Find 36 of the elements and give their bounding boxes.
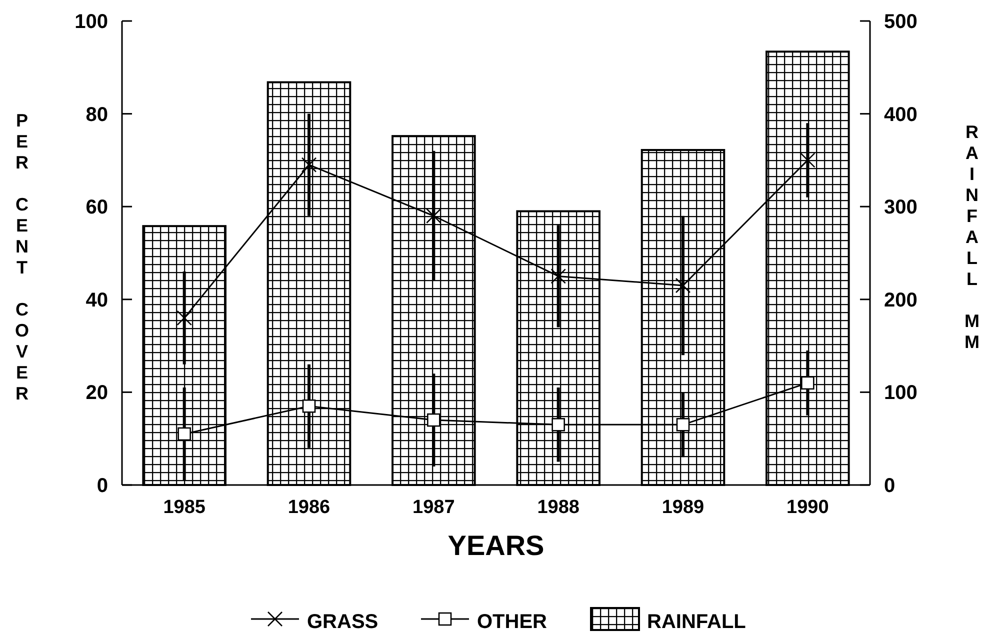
- point: [552, 418, 565, 432]
- x-tick-label: 1986: [288, 497, 330, 518]
- y2-tick-label: 500: [884, 11, 918, 33]
- point: [801, 376, 814, 390]
- x-tick-label: 1987: [412, 497, 455, 518]
- x-tick-label: 1989: [662, 497, 704, 518]
- legend-label: OTHER: [477, 611, 548, 633]
- x-tick-label: 1985: [163, 497, 206, 518]
- point: [176, 310, 192, 326]
- y2-tick-label: 100: [884, 382, 918, 404]
- point: [550, 268, 566, 284]
- y-tick-label: 60: [86, 196, 108, 219]
- point: [675, 278, 691, 294]
- point: [676, 418, 690, 432]
- y-tick-label: 80: [86, 104, 108, 126]
- y-tick-label: 40: [86, 289, 108, 312]
- x-tick-label: 1988: [537, 497, 580, 518]
- y2-tick-label: 200: [884, 289, 918, 312]
- y2-tick-label: 0: [884, 475, 896, 497]
- y-tick-label: 20: [86, 382, 108, 404]
- text: RAINFALL MM: [964, 122, 980, 352]
- x-axis-title: YEARS: [448, 530, 544, 561]
- y-tick-label: 100: [74, 11, 108, 33]
- y2-tick-label: 400: [884, 104, 918, 126]
- point: [800, 152, 816, 168]
- point: [178, 427, 191, 441]
- x-tick-label: 1990: [786, 497, 829, 518]
- point: [426, 208, 442, 224]
- legend-label: GRASS: [307, 611, 378, 633]
- legend-label: RAINFALL: [647, 611, 746, 633]
- y-tick-label: 0: [96, 475, 108, 497]
- point: [301, 157, 317, 172]
- point: [302, 399, 316, 413]
- point: [427, 413, 440, 427]
- text: PER CENT COVER: [14, 110, 30, 404]
- y2-tick-label: 300: [884, 196, 918, 219]
